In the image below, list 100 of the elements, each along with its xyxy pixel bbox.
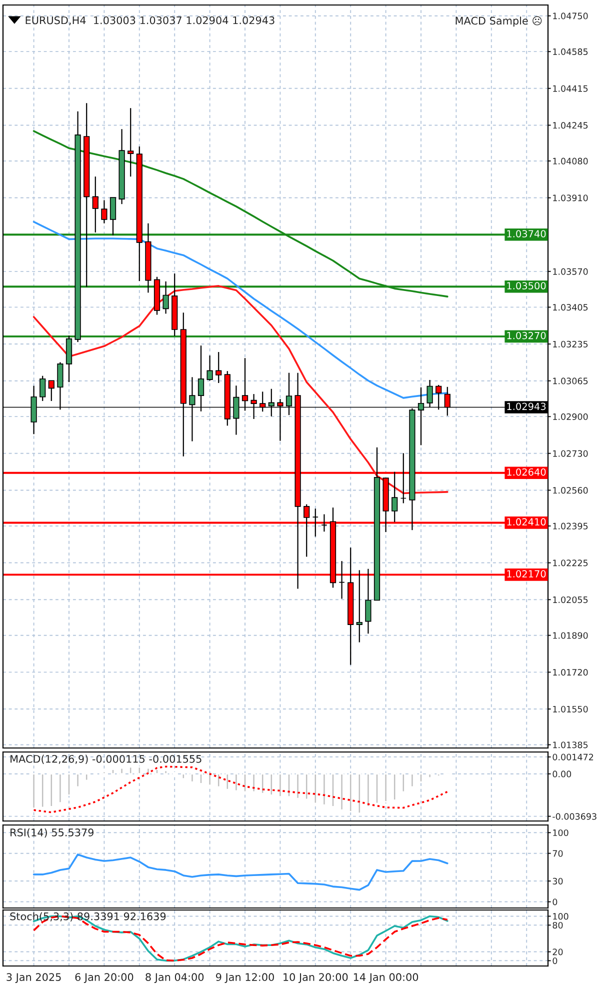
y-tick-label: 20 [552,948,563,956]
bar [260,773,265,794]
bar [428,773,432,778]
candlestick [110,197,116,236]
y-tick-label: 1.01720 [553,669,588,676]
candlestick [216,351,222,384]
y-tick-label: 1.03910 [553,194,588,202]
bar [40,773,45,808]
candlestick [48,380,54,402]
ref-line-label: 1.03740 [507,230,546,238]
candlestick [162,280,169,314]
y-tick-label: 70 [552,850,563,857]
y-tick-label: 1.04585 [553,48,588,56]
x-tick-label: 14 Jan 00:00 [354,973,418,983]
candlestick [400,452,406,504]
candlestick [40,375,46,402]
y-tick-label: 1.01890 [553,632,588,639]
ref-line-label: 1.03270 [507,332,546,340]
ref-line-label: 1.03500 [507,282,546,290]
y-tick-label: 1.03065 [553,378,588,384]
y-tick-label: 0 [552,898,558,906]
bar [58,773,62,804]
bar [234,773,238,792]
y-tick-label: 1.04415 [553,85,588,92]
y-tick-label: -0.003693 [552,813,596,820]
bar [330,773,336,808]
bar [366,773,370,808]
bar [392,773,397,801]
y-tick-label: 100 [553,829,568,836]
y-tick-label: 100 [553,913,568,920]
y-tick-label: 1.02225 [553,560,588,566]
candlestick [128,108,134,178]
y-tick-label: 1.04245 [553,122,588,129]
y-tick-label: 1.02730 [553,450,588,457]
y-tick-label: 1.01385 [553,742,588,748]
chart-title: MACD(12,26,9) -0.000115 -0.001555 [10,754,202,764]
bar [49,773,54,808]
bar [84,773,89,782]
bar [357,773,362,814]
y-tick-label: 0.001472 [552,754,594,760]
ref-line-label: 1.02943 [507,402,546,410]
y-tick-label: 1.03405 [553,304,588,311]
y-tick-label: 1.02395 [553,522,588,530]
y-tick-label: 0 [552,957,558,964]
x-tick-label: 8 Jan 04:00 [146,973,204,983]
bar [154,768,160,775]
bar [374,773,380,804]
y-tick-label: 30 [552,878,563,884]
text: EURUSD,H4 1.03003 1.03037 1.02904 1.02943 [26,16,274,26]
bar [225,773,230,790]
bar [198,773,204,784]
x-tick-label: 9 Jan 12:00 [216,973,274,983]
ref-line-label: 1.02640 [507,468,546,476]
text: MACD Sample ☹ [456,16,542,27]
candlestick [101,200,108,224]
candlestick [92,176,98,234]
x-tick-label: 6 Jan 20:00 [75,973,134,983]
bar [128,766,133,775]
bar [401,773,406,793]
bar [252,773,256,793]
y-tick-label: 80 [552,922,563,929]
candlestick [338,560,345,600]
ref-line-label: 1.02170 [507,570,546,578]
bar [66,773,72,796]
line-series [32,854,448,891]
line-series [32,766,448,814]
bar [181,773,186,780]
candlestick [206,354,213,382]
bar [76,773,80,788]
y-tick-label: 1.02900 [553,413,588,420]
x-tick-label: 3 Jan 2025 [6,973,61,983]
chart-title: RSI(14) 55.5379 [10,828,94,838]
bar [120,767,124,775]
bar [340,773,344,811]
y-tick-label: 1.03235 [553,340,588,348]
candlestick [356,570,362,643]
y-tick-label: 1.04080 [553,158,588,164]
bar [164,770,168,775]
bar [322,773,326,806]
candlestick [321,514,328,532]
y-tick-label: 1.03570 [553,268,588,275]
y-tick-label: 1.02560 [553,487,588,494]
bar [286,773,292,798]
bar [269,773,274,796]
bar [436,773,441,777]
bar [190,773,194,783]
candlestick [365,568,372,634]
chart-title: Stoch(5,3,3) 89.3391 92.1639 [10,912,166,922]
bar [32,773,36,810]
y-tick-label: 1.02055 [553,596,588,604]
candlestick [392,471,398,523]
bar [216,773,221,788]
bar [410,773,414,788]
bar [242,773,248,793]
y-tick-label: 0.00 [552,770,572,778]
line-series [32,285,448,494]
ref-line-label: 1.02410 [507,518,546,526]
x-tick-label: 10 Jan 20:00 [284,973,348,983]
candlestick [312,508,318,538]
bar [418,773,424,783]
